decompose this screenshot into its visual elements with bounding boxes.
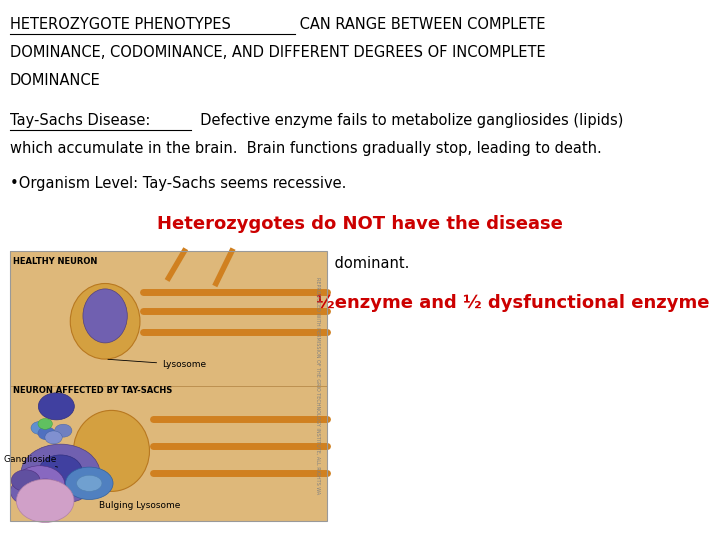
Text: Tay-Sachs Disease:: Tay-Sachs Disease: [10,113,150,128]
Bar [10,251,327,521]
Text: HEALTHY NEURON: HEALTHY NEURON [13,256,98,266]
Text: Defective enzyme fails to metabolize gangliosides (lipids): Defective enzyme fails to metabolize gan… [192,113,624,128]
Text: which accumulate in the brain.  Brain functions gradually stop, leading to death: which accumulate in the brain. Brain fun… [10,141,602,156]
Ellipse shape [83,289,127,343]
Circle shape [45,431,62,444]
Text: Lysosome: Lysosome [108,359,206,369]
Bar [10,251,327,521]
Circle shape [12,470,40,491]
Text: dominant.: dominant. [330,256,410,272]
Text: ½enzyme and ½ dysfunctional enzyme: ½enzyme and ½ dysfunctional enzyme [316,294,710,312]
Circle shape [25,479,66,509]
Circle shape [55,424,72,437]
Circle shape [17,480,74,523]
Circle shape [38,418,53,429]
Text: Heterozygotes do NOT have the disease: Heterozygotes do NOT have the disease [157,215,563,233]
Text: CAN RANGE BETWEEN COMPLETE: CAN RANGE BETWEEN COMPLETE [295,17,546,32]
Ellipse shape [66,467,113,500]
Circle shape [38,393,74,420]
Text: NEURON AFFECTED BY TAY-SACHS: NEURON AFFECTED BY TAY-SACHS [13,386,173,395]
Text: •Organism Level: Tay-Sachs seems recessive.: •Organism Level: Tay-Sachs seems recessi… [10,176,346,191]
Ellipse shape [73,410,150,491]
Circle shape [31,421,48,434]
Ellipse shape [71,284,140,359]
Circle shape [14,465,65,503]
Text: HETEROZYGOTE PHENOTYPES: HETEROZYGOTE PHENOTYPES [10,17,231,32]
Circle shape [39,455,82,487]
Text: Bulging Lysosome: Bulging Lysosome [99,501,180,510]
Text: Ganglioside: Ganglioside [4,455,58,467]
Circle shape [21,444,100,503]
Text: DOMINANCE, CODOMINANCE, AND DIFFERENT DEGREES OF INCOMPLETE: DOMINANCE, CODOMINANCE, AND DIFFERENT DE… [10,45,546,60]
Circle shape [38,427,55,440]
Text: DOMINANCE: DOMINANCE [10,73,101,89]
Circle shape [11,478,47,505]
Ellipse shape [76,475,102,491]
Text: REPRODUCED WITH PERMISSION OF THE GRIO TECHNOLOGY INSTITUTE, ALL RIGHTS WA: REPRODUCED WITH PERMISSION OF THE GRIO T… [315,278,320,495]
